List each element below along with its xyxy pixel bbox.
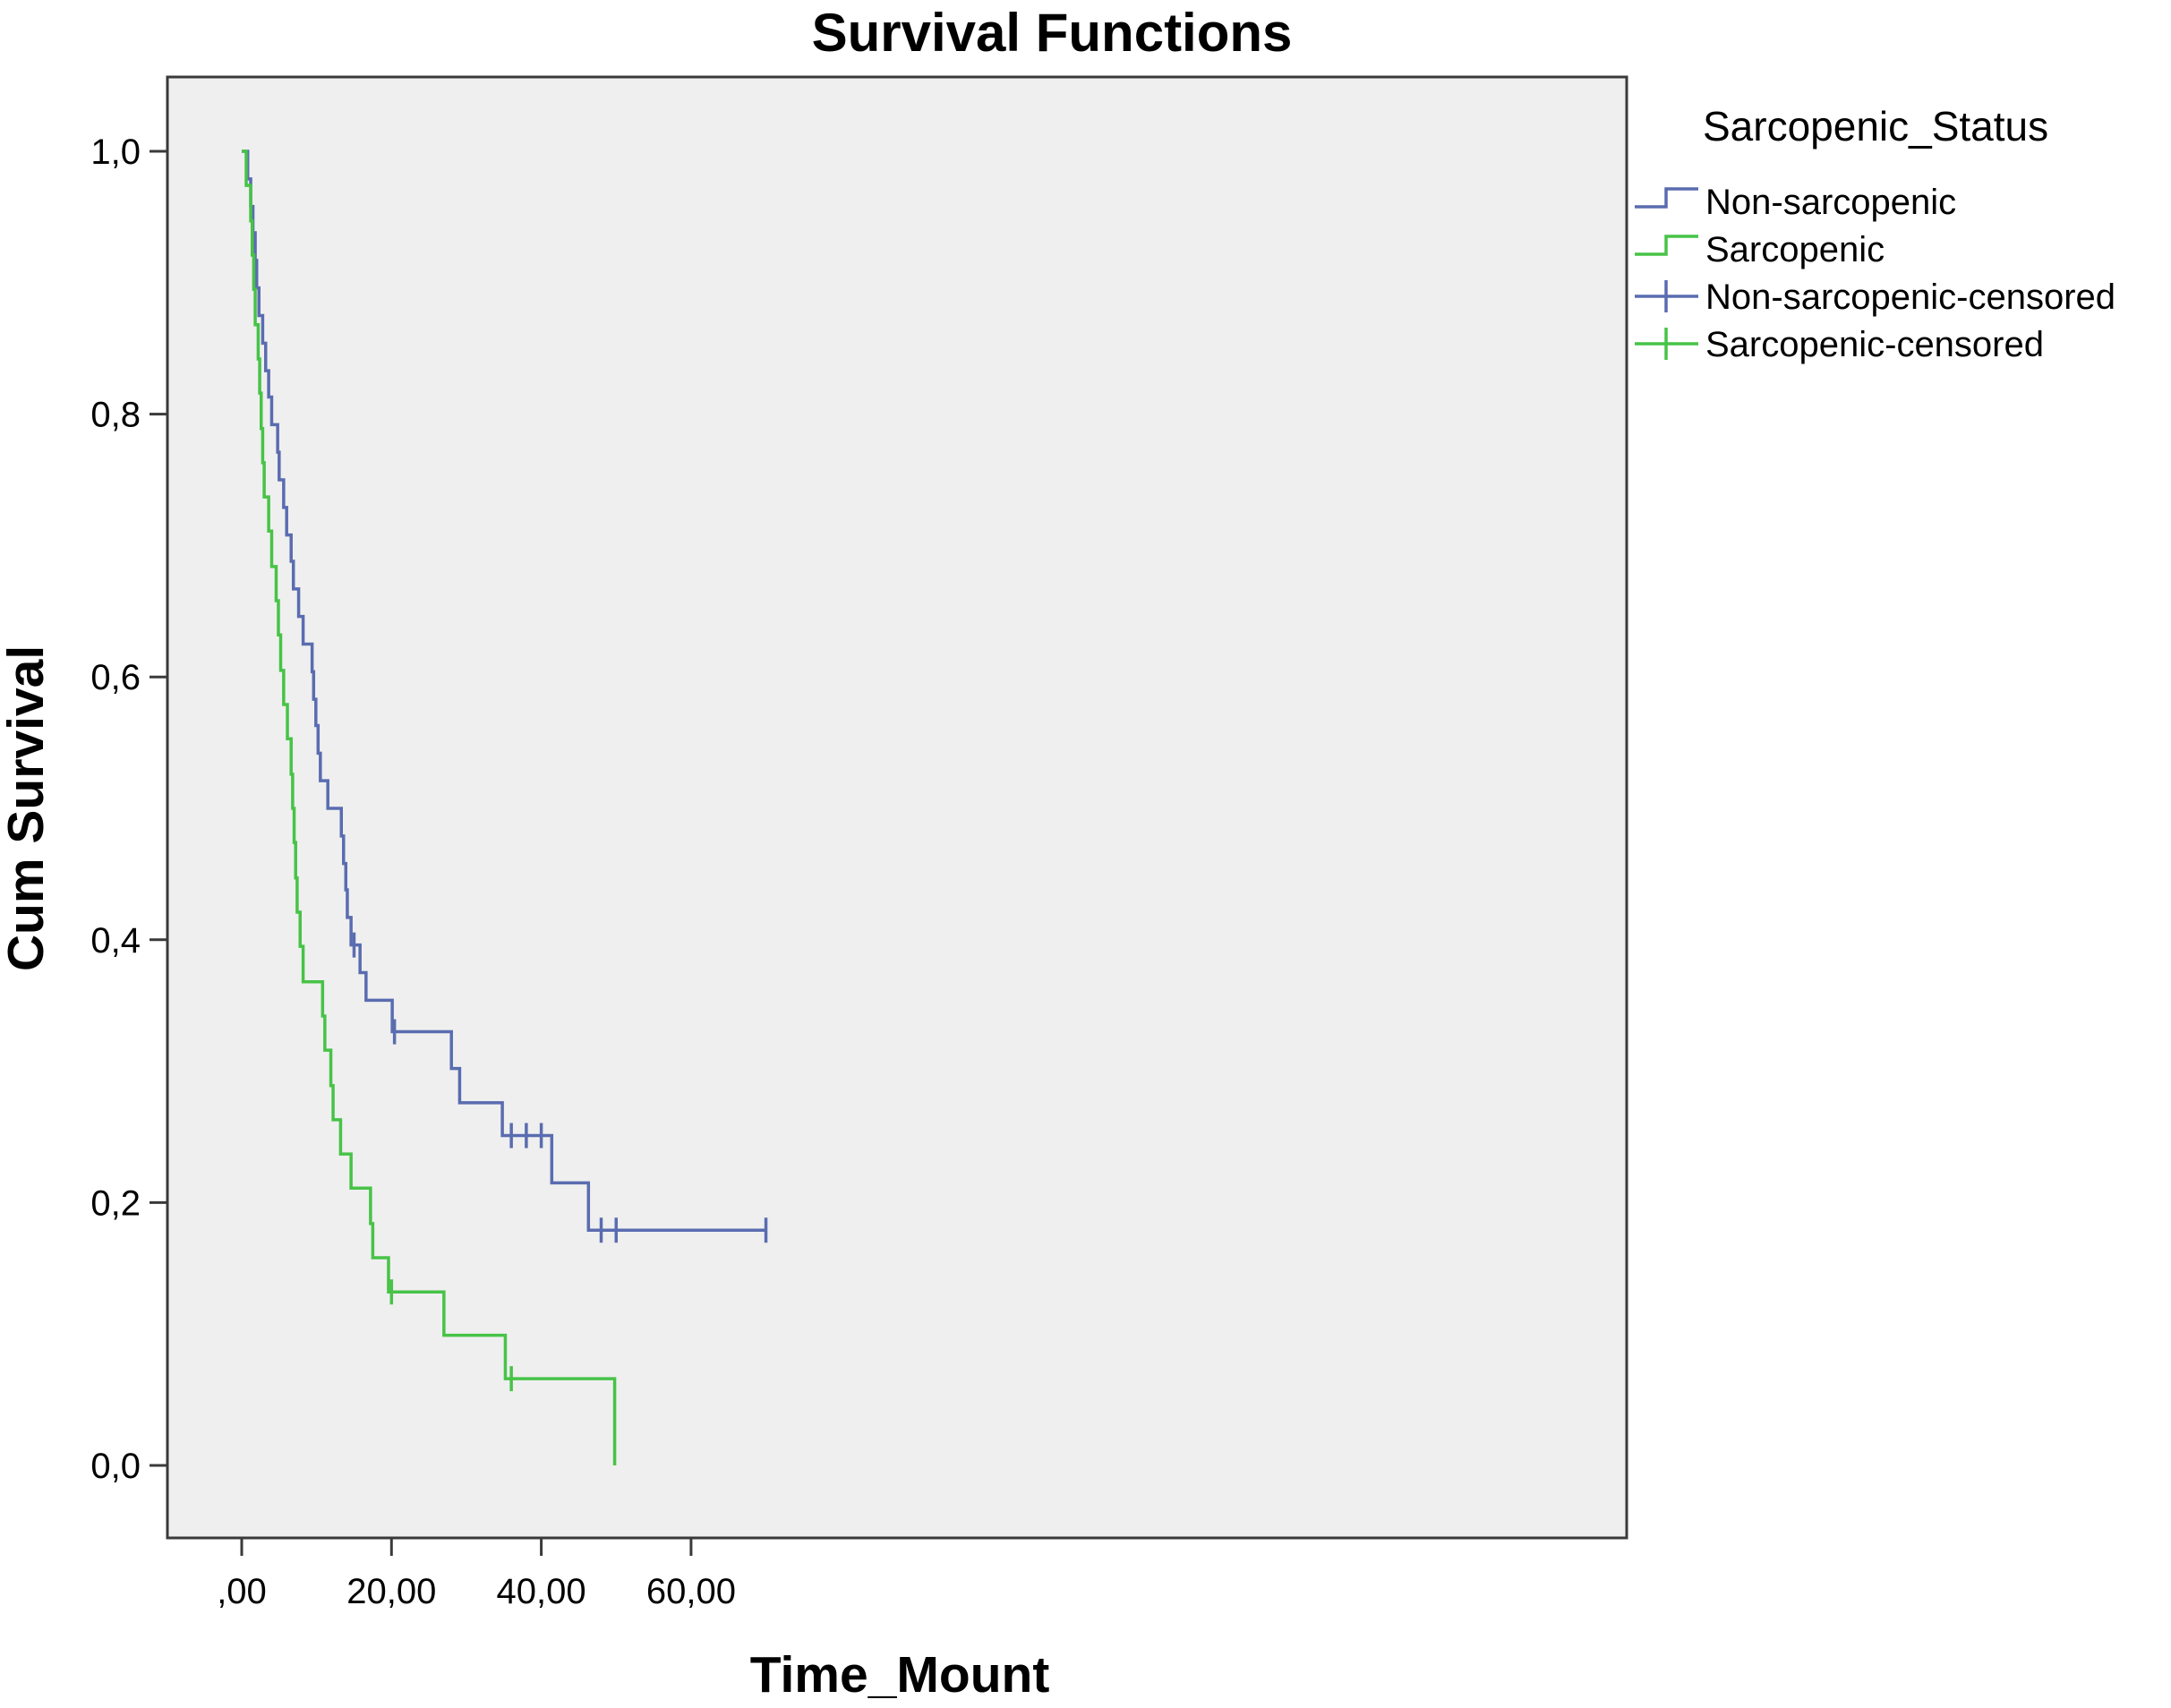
censor-marks (352, 932, 768, 1392)
series-layer (242, 149, 766, 1465)
legend-label-non-sarcopenic: Non-sarcopenic (1705, 183, 1956, 222)
chart-title: Survival Functions (812, 3, 1293, 63)
legend: Sarcopenic_Status Non-sarcopenic Sarcopen… (1635, 103, 2115, 364)
x-tick-label: 20,00 (346, 1572, 436, 1611)
y-axis-title: Cum Survival (0, 645, 55, 971)
x-tick-label: ,00 (217, 1572, 267, 1611)
x-tick-label: 40,00 (497, 1572, 586, 1611)
y-tick-label: 0,2 (90, 1183, 141, 1223)
y-tick-label: 1,0 (90, 132, 141, 172)
legend-swatch-sarcopenic (1635, 235, 1698, 256)
legend-swatch-sarcopenic-censored (1635, 328, 1698, 360)
y-axis: 0,0 0,2 0,4 0,6 0,8 1,0 (90, 132, 167, 1486)
legend-entries: Non-sarcopenic Sarcopenic Non-sarcopenic-c… (1635, 183, 2115, 364)
y-tick-label: 0,4 (90, 921, 141, 961)
legend-swatch-non-sarcopenic (1635, 187, 1698, 209)
series-line-non-sarcopenic (242, 149, 766, 1232)
legend-label-sarcopenic: Sarcopenic (1705, 230, 1885, 269)
plot-area (166, 75, 1628, 1540)
y-tick-label: 0,6 (90, 658, 141, 697)
y-tick-label: 0,0 (90, 1447, 141, 1486)
legend-title: Sarcopenic_Status (1703, 103, 2048, 149)
y-tick-label: 0,8 (90, 396, 141, 435)
series-line-sarcopenic (242, 149, 617, 1465)
x-axis: ,00 20,00 40,00 60,00 (217, 1538, 736, 1611)
legend-label-sarcopenic-censored: Sarcopenic-censored (1705, 325, 2044, 364)
legend-label-non-sarcopenic-censored: Non-sarcopenic-censored (1705, 278, 2115, 317)
x-tick-label: 60,00 (646, 1572, 736, 1611)
legend-swatch-non-sarcopenic-censored (1635, 280, 1698, 312)
x-axis-title: Time_Mount (750, 1646, 1050, 1704)
